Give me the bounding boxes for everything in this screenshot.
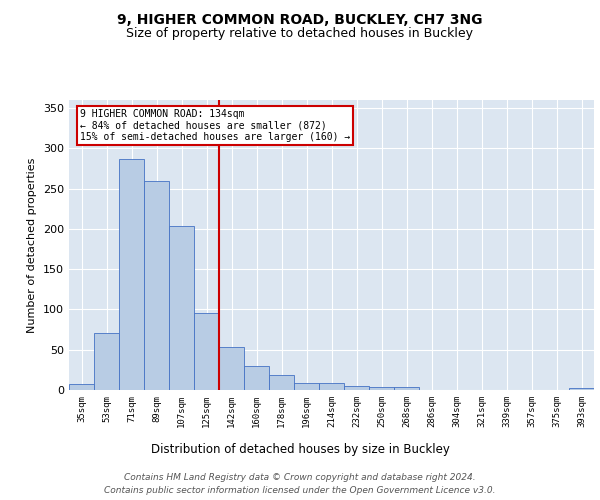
Text: Distribution of detached houses by size in Buckley: Distribution of detached houses by size … [151, 442, 449, 456]
Bar [369, 387, 394, 390]
Y-axis label: Number of detached properties: Number of detached properties [28, 158, 37, 332]
Bar [144, 180, 169, 390]
Bar [319, 383, 344, 390]
Bar [219, 348, 244, 390]
Bar [244, 366, 269, 390]
Bar [344, 386, 369, 390]
Bar [394, 387, 419, 390]
Bar [94, 333, 119, 390]
Bar [194, 314, 219, 390]
Bar [569, 388, 594, 390]
Text: Contains HM Land Registry data © Crown copyright and database right 2024.: Contains HM Land Registry data © Crown c… [124, 472, 476, 482]
Bar [294, 383, 319, 390]
Text: Contains public sector information licensed under the Open Government Licence v3: Contains public sector information licen… [104, 486, 496, 495]
Bar [119, 159, 144, 390]
Bar [269, 374, 294, 390]
Text: 9 HIGHER COMMON ROAD: 134sqm
← 84% of detached houses are smaller (872)
15% of s: 9 HIGHER COMMON ROAD: 134sqm ← 84% of de… [79, 108, 350, 142]
Bar [69, 384, 94, 390]
Bar [169, 226, 194, 390]
Text: 9, HIGHER COMMON ROAD, BUCKLEY, CH7 3NG: 9, HIGHER COMMON ROAD, BUCKLEY, CH7 3NG [117, 12, 483, 26]
Text: Size of property relative to detached houses in Buckley: Size of property relative to detached ho… [127, 28, 473, 40]
